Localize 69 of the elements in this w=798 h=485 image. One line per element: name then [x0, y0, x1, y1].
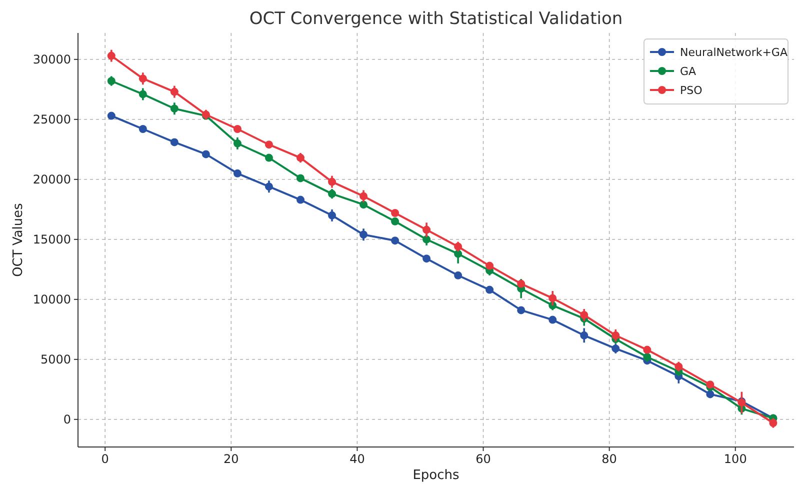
chart-title: OCT Convergence with Statistical Validation: [249, 9, 623, 29]
point: [170, 104, 178, 113]
point: [360, 192, 368, 200]
x-tick-label: 40: [350, 452, 365, 466]
point: [391, 236, 400, 245]
point: [454, 250, 462, 258]
point: [580, 331, 588, 340]
y-tick-label: 15000: [32, 232, 71, 246]
legend-label: GA: [680, 65, 697, 78]
point: [643, 346, 652, 354]
point: [107, 52, 116, 60]
point: [422, 226, 431, 234]
point: [138, 125, 147, 133]
point: [233, 169, 242, 178]
point: [486, 286, 494, 294]
point: [422, 235, 431, 244]
y-tick-label: 10000: [32, 292, 71, 306]
x-tick-label: 0: [101, 452, 109, 466]
legend-label: NeuralNetwork+GA: [680, 46, 788, 59]
point: [391, 217, 400, 226]
point: [643, 353, 652, 361]
point: [328, 211, 336, 220]
point: [548, 316, 557, 324]
point: [612, 344, 620, 353]
point: [422, 254, 431, 263]
point: [580, 311, 588, 319]
point: [486, 262, 494, 270]
point: [107, 77, 116, 85]
point: [454, 271, 462, 280]
legend-label: PSO: [680, 84, 703, 97]
point: [328, 178, 336, 186]
point: [391, 209, 400, 217]
point: [138, 74, 147, 83]
point: [296, 196, 304, 204]
point: [706, 390, 714, 398]
point: [296, 154, 304, 162]
y-tick-label: 5000: [40, 352, 71, 366]
point: [454, 242, 462, 251]
point: [769, 419, 778, 427]
point: [674, 362, 683, 371]
y-tick-label: 30000: [32, 52, 71, 66]
point: [264, 154, 273, 162]
point: [517, 280, 526, 288]
point: [202, 150, 210, 158]
point: [170, 88, 178, 96]
point: [233, 125, 242, 133]
x-tick-label: 80: [602, 452, 617, 466]
point: [296, 174, 304, 182]
x-tick-label: 100: [724, 452, 747, 466]
x-tick-label: 60: [476, 452, 491, 466]
point: [264, 182, 273, 191]
point: [107, 112, 116, 120]
point: [548, 294, 557, 302]
point: [360, 200, 368, 209]
y-tick-label: 25000: [32, 112, 71, 126]
x-axis-title: Epochs: [412, 468, 460, 483]
point: [264, 140, 273, 149]
point: [706, 380, 714, 389]
point: [517, 306, 526, 314]
point: [328, 190, 336, 198]
y-tick-label: 0: [63, 412, 71, 426]
point: [170, 138, 178, 146]
point: [138, 90, 147, 98]
point: [360, 230, 368, 239]
y-axis-title: OCT Values: [11, 202, 26, 277]
point: [233, 139, 242, 148]
x-tick-label: 20: [224, 452, 239, 466]
y-tick-label: 20000: [32, 172, 71, 186]
point: [612, 331, 620, 340]
